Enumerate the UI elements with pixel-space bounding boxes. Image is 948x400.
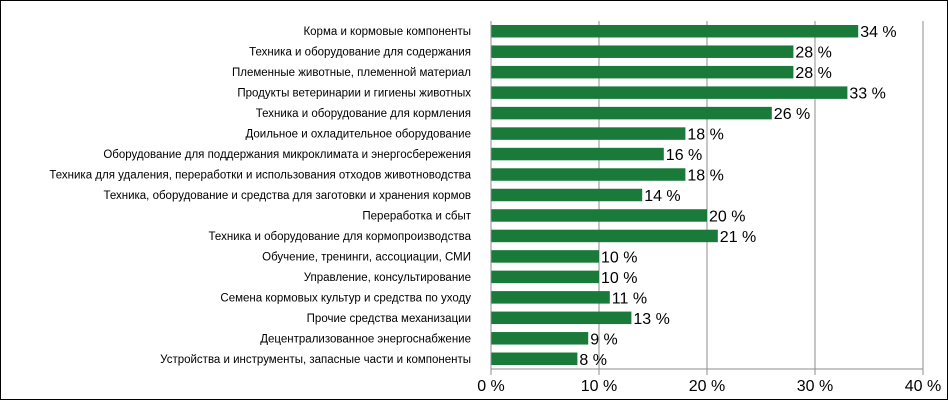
x-tick-label: 10 % (581, 378, 617, 395)
category-label: Семена кормовых культур и средства по ух… (220, 292, 471, 304)
value-label: 9 % (590, 331, 618, 348)
category-label: Техника для удаления, переработки и испо… (49, 170, 471, 182)
bar-0 (491, 24, 859, 38)
value-label: 13 % (633, 311, 669, 328)
bar-9 (491, 209, 707, 222)
bars (491, 24, 859, 366)
value-label: 16 % (666, 147, 702, 164)
bar-3 (491, 86, 848, 99)
value-label: 10 % (601, 249, 637, 266)
value-label: 14 % (644, 188, 680, 205)
value-label: 28 % (795, 45, 831, 62)
value-labels: 34 % 28 % 28 % 33 % 26 % 18 % 16 % 18 % 14 % 20 %… (579, 24, 896, 369)
bar-2 (491, 65, 794, 79)
x-tick-label: 0 % (477, 378, 505, 395)
bar-13 (491, 291, 610, 304)
category-label: Продукты ветеринарии и гигиены животных (237, 88, 471, 100)
x-tick-label: 40 % (905, 378, 941, 395)
value-label: 21 % (720, 229, 756, 246)
category-label: Прочие средства механизации (307, 313, 471, 325)
category-label: Техника и оборудование для кормления (256, 108, 471, 120)
category-label: Племенные животные, племенной материал (232, 67, 471, 79)
bar-1 (491, 45, 794, 58)
value-label: 8 % (579, 352, 607, 369)
category-label: Техника и оборудование для кормопроизвод… (209, 231, 472, 243)
category-label: Устройства и инструменты, запасные части… (160, 354, 471, 366)
category-label: Техника и оборудование для содержания (249, 47, 471, 59)
x-tick-label: 30 % (797, 378, 833, 395)
bar-5 (491, 127, 686, 140)
category-label: Управление, консультирование (304, 272, 471, 284)
x-tick-label: 20 % (689, 378, 725, 395)
value-label: 11 % (612, 290, 647, 307)
value-label: 20 % (709, 208, 745, 225)
category-label: Доильное и охладительное оборудование (245, 129, 471, 141)
bar-15 (491, 332, 589, 345)
category-label: Техника, оборудование и средства для заг… (103, 190, 471, 202)
value-label: 18 % (687, 168, 723, 185)
category-label: Переработка и сбыт (362, 210, 471, 222)
category-label: Оборудование для поддержания микроклимат… (103, 149, 471, 161)
value-label: 28 % (795, 65, 831, 82)
x-tick-labels: 0 % 10 % 20 % 30 % 40 % (477, 378, 941, 395)
bar-4 (491, 106, 772, 120)
value-label: 26 % (774, 106, 810, 123)
bar-11 (491, 250, 599, 263)
value-label: 34 % (860, 24, 896, 41)
category-label: Децентрализованное энергоснабжение (260, 333, 471, 345)
value-label: 33 % (849, 86, 885, 103)
bar-7 (491, 168, 686, 181)
category-label: Корма и кормовые компоненты (303, 26, 471, 38)
bar-14 (491, 311, 632, 325)
value-label: 18 % (687, 127, 723, 144)
value-label: 10 % (601, 270, 637, 287)
bar-12 (491, 270, 599, 284)
bar-6 (491, 147, 664, 161)
category-label: Обучение, тренинги, ассоциации, СМИ (262, 251, 471, 263)
bar-8 (491, 188, 643, 202)
bar-16 (491, 352, 578, 366)
axes (490, 21, 924, 375)
category-labels: Корма и кормовые компоненты Техника и обо… (49, 26, 471, 366)
bar-10 (491, 229, 718, 243)
